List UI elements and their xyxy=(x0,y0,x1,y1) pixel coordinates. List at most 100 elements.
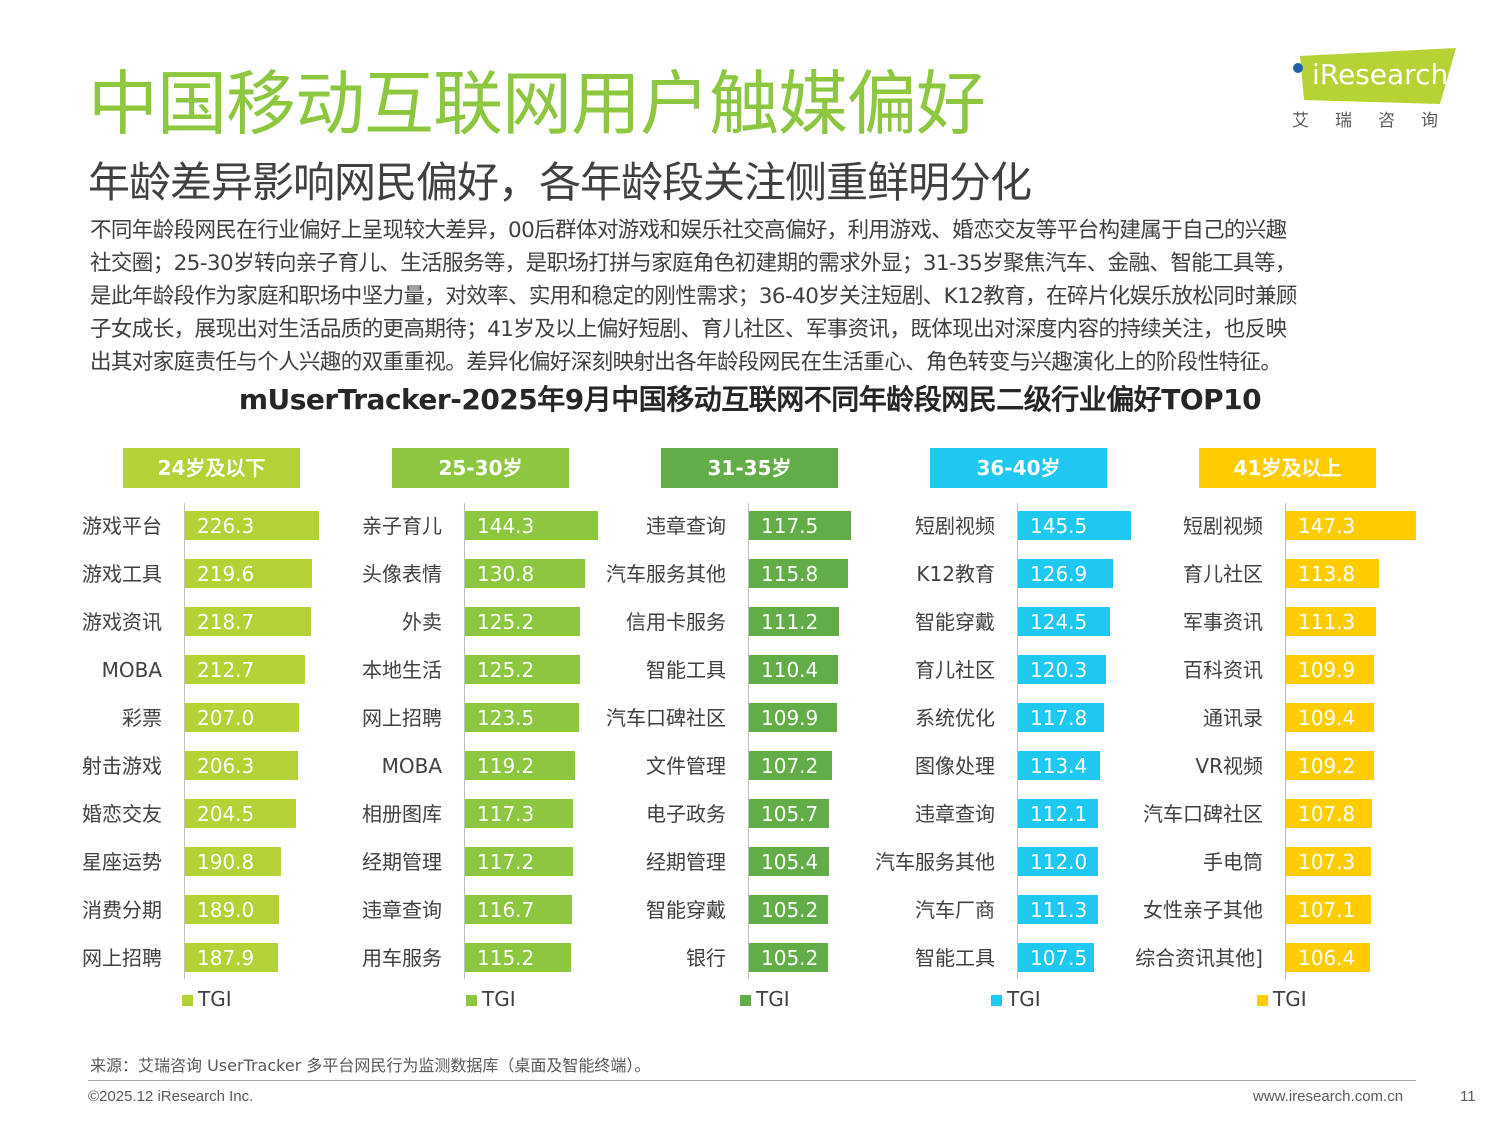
bar xyxy=(185,655,305,684)
category-label: 汽车服务其他 xyxy=(606,562,726,586)
panel-header: 36-40岁 xyxy=(930,448,1107,488)
bar xyxy=(185,559,313,588)
panel-header: 41岁及以上 xyxy=(1199,448,1376,488)
category-label: 手电筒 xyxy=(1203,850,1263,874)
bar xyxy=(1286,703,1374,732)
legend-swatch xyxy=(466,995,477,1006)
data-label: 111.2 xyxy=(761,610,819,634)
bar xyxy=(1018,751,1100,780)
category-label: 图像处理 xyxy=(915,754,995,778)
bar xyxy=(1286,751,1374,780)
bar xyxy=(185,607,312,636)
data-label: 190.8 xyxy=(197,850,255,874)
legend-label: TGI xyxy=(756,987,790,1011)
page-subtitle: 年龄差异影响网民偏好，各年龄段关注侧重鲜明分化 xyxy=(88,158,1032,207)
legend-swatch xyxy=(1257,995,1268,1006)
data-label: 117.8 xyxy=(1030,706,1088,730)
legend-swatch xyxy=(182,995,193,1006)
data-label: 109.9 xyxy=(1298,658,1356,682)
data-label: 219.6 xyxy=(197,562,255,586)
category-label: 违章查询 xyxy=(646,514,726,538)
category-label: 短剧视频 xyxy=(1183,514,1263,538)
panel-header: 24岁及以下 xyxy=(123,448,300,488)
data-label: 123.5 xyxy=(477,706,535,730)
bar xyxy=(465,799,573,828)
bar xyxy=(749,751,832,780)
logo-text: iResearch xyxy=(1312,58,1449,91)
data-label: 144.3 xyxy=(477,514,535,538)
category-label: MOBA xyxy=(101,658,162,682)
data-label: 105.2 xyxy=(761,898,819,922)
category-label: 短剧视频 xyxy=(915,514,995,538)
bar xyxy=(465,847,573,876)
summary-line: 不同年龄段网民在行业偏好上呈现较大差异，00后群体对游戏和娱乐社交高偏好，利用游… xyxy=(90,218,1287,243)
data-label: 116.7 xyxy=(477,898,535,922)
data-label: 120.3 xyxy=(1030,658,1088,682)
category-label: 游戏工具 xyxy=(82,562,162,586)
bar xyxy=(1018,511,1131,540)
bar xyxy=(185,943,279,972)
bar xyxy=(1286,559,1379,588)
panel-axis xyxy=(1285,503,1286,979)
category-label: 女性亲子其他 xyxy=(1143,898,1263,922)
summary-line: 是此年龄段作为家庭和职场中坚力量，对效率、实用和稳定的刚性需求；36-40岁关注… xyxy=(90,284,1297,309)
panel-header: 31-35岁 xyxy=(661,448,838,488)
category-label: 智能穿戴 xyxy=(915,610,995,634)
data-label: 105.7 xyxy=(761,802,819,826)
data-label: 117.3 xyxy=(477,802,535,826)
data-label: 105.4 xyxy=(761,850,819,874)
bar xyxy=(1286,895,1372,924)
data-label: 115.2 xyxy=(477,946,535,970)
data-label: 130.8 xyxy=(477,562,535,586)
data-label: 206.3 xyxy=(197,754,255,778)
category-label: 育儿社区 xyxy=(915,658,995,682)
bar xyxy=(1018,559,1113,588)
category-label: 游戏平台 xyxy=(82,514,162,538)
legend-swatch xyxy=(991,995,1002,1006)
category-label: 智能工具 xyxy=(915,946,995,970)
bar xyxy=(465,655,581,684)
bar xyxy=(1286,799,1372,828)
iresearch-logo: iResearch 艾瑞咨询 xyxy=(1290,46,1460,136)
category-label: 亲子育儿 xyxy=(362,514,442,538)
data-label: 107.3 xyxy=(1298,850,1356,874)
category-label: 汽车厂商 xyxy=(915,898,995,922)
data-label: 125.2 xyxy=(477,658,535,682)
bar xyxy=(1018,847,1099,876)
data-label: 107.1 xyxy=(1298,898,1356,922)
category-label: 射击游戏 xyxy=(82,754,162,778)
bar xyxy=(1018,799,1099,828)
category-label: 电子政务 xyxy=(646,802,726,826)
summary-line: 子女成长，展现出对生活品质的更高期待；41岁及以上偏好短剧、育儿社区、军事资讯，… xyxy=(90,317,1287,342)
category-label: 相册图库 xyxy=(362,802,442,826)
category-label: 军事资讯 xyxy=(1183,610,1263,634)
copyright: ©2025.12 iResearch Inc. xyxy=(88,1088,254,1105)
category-label: 违章查询 xyxy=(915,802,995,826)
data-label: 145.5 xyxy=(1030,514,1088,538)
legend-label: TGI xyxy=(1007,987,1041,1011)
bar xyxy=(749,703,837,732)
category-label: 外卖 xyxy=(402,610,442,634)
bar xyxy=(1018,943,1094,972)
data-label: 124.5 xyxy=(1030,610,1088,634)
data-label: 112.0 xyxy=(1030,850,1088,874)
data-label: 212.7 xyxy=(197,658,255,682)
bar xyxy=(749,799,830,828)
bar xyxy=(1286,511,1417,540)
data-label: 218.7 xyxy=(197,610,255,634)
legend: TGI xyxy=(466,988,516,1010)
bar xyxy=(1018,607,1111,636)
category-label: 彩票 xyxy=(122,706,162,730)
bar xyxy=(1286,607,1376,636)
bar xyxy=(465,607,581,636)
legend-label: TGI xyxy=(1273,987,1307,1011)
data-label: 207.0 xyxy=(197,706,255,730)
bar xyxy=(465,703,579,732)
bar xyxy=(465,511,598,540)
category-label: 汽车口碑社区 xyxy=(606,706,726,730)
category-label: 经期管理 xyxy=(646,850,726,874)
bar xyxy=(185,703,299,732)
legend: TGI xyxy=(182,988,232,1010)
category-label: 本地生活 xyxy=(362,658,442,682)
bar xyxy=(1286,943,1371,972)
